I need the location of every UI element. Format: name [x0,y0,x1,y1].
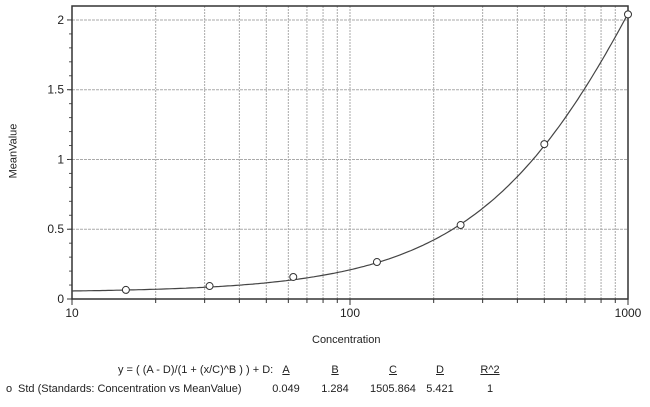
data-point [456,221,465,230]
data-point [624,10,632,19]
header-r2: R^2 [480,364,500,376]
fit-curve [71,13,629,292]
x-tick-label: 1000 [615,306,642,320]
header-b: B [331,364,339,376]
legend-series-label: Std (Standards: Concentration vs MeanVal… [18,383,242,395]
value-d: 5.421 [426,383,454,395]
y-tick-label: 1.5 [47,83,64,97]
plot-frame [71,5,629,300]
value-c: 1505.864 [370,383,416,395]
y-axis-label: MeanValue [7,123,20,179]
legend-marker: o [6,383,13,395]
y-tick-label: 2 [57,13,64,27]
value-r2: 1 [486,383,494,395]
value-a: 0.049 [272,383,300,395]
header-d: D [436,364,444,376]
y-tick-label: 0 [57,292,64,306]
y-tick-label: 0.5 [47,222,64,236]
fit-equation: y = ( (A - D)/(1 + (x/C)^B ) ) + D: [118,364,274,376]
data-point [372,258,381,267]
x-tick-label: 100 [340,306,360,320]
data-point [121,285,130,294]
data-point [540,140,549,149]
header-c: C [389,364,397,376]
data-point [205,282,214,291]
header-a: A [282,364,290,376]
value-b: 1.284 [321,383,349,395]
data-point [289,272,298,281]
x-tick-label: 10 [65,306,79,320]
x-axis-label: Concentration [312,334,381,346]
y-tick-label: 1 [57,152,64,166]
